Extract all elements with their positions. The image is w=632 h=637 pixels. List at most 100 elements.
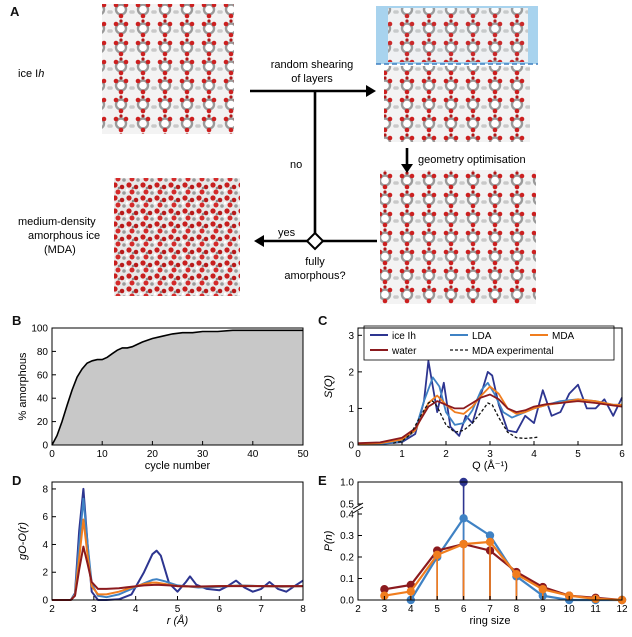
panel-label-c: C (318, 313, 328, 328)
y-tick-label: 0.3 (340, 531, 354, 542)
data-point (459, 539, 468, 549)
legend-label: MDA experimental (472, 346, 554, 357)
label-mda-3: (MDA) (44, 244, 76, 256)
chart-e-ring-statistics: 2 3 4 5 6 7 8 9 10 11 12 0.0 0.1 0.2 0.3 0.40.5 1.0 ring … (323, 478, 628, 628)
legend-label: water (391, 346, 417, 357)
x-tick-label: 50 (297, 449, 309, 460)
sheared-top-layers (388, 8, 528, 62)
data-point (380, 591, 389, 600)
x-tick-label: 8 (300, 604, 306, 615)
arrowheads (254, 85, 413, 247)
y-tick-label: 8 (42, 484, 48, 495)
label-mda-2: amorphous ice (28, 230, 100, 242)
data-point (538, 585, 547, 594)
y-tick-label: 2 (348, 367, 354, 378)
axis-break-mark (352, 502, 364, 510)
x-axis-label: r (Å) (167, 614, 189, 627)
legend-label: MDA (552, 331, 575, 342)
y-tick-label: 1 (348, 404, 354, 415)
label-ice-ih: ice Ih (18, 68, 44, 80)
x-tick-label: 4 (133, 604, 139, 615)
x-tick-label: 7 (487, 604, 493, 615)
label-shear-2: of layers (291, 73, 333, 85)
series-line-mda (384, 540, 623, 602)
x-tick-label: 1 (399, 449, 405, 460)
data-point (485, 537, 495, 547)
y-tick-label: 0.1 (340, 574, 354, 585)
optimised-structure (380, 170, 536, 304)
x-tick-label: 6 (461, 604, 467, 615)
panel-a-schematic: ice Ih random shearing of layers geometr… (18, 4, 538, 304)
x-tick-label: 4 (531, 449, 537, 460)
x-tick-label: 10 (564, 604, 576, 615)
x-tick-label: 3 (487, 449, 493, 460)
y-tick-label: 0.4 (340, 510, 354, 521)
x-tick-label: 2 (355, 604, 361, 615)
y-tick-label: 2 (42, 568, 48, 579)
x-tick-label: 6 (619, 449, 625, 460)
x-axis-label: cycle number (145, 460, 211, 472)
y-tick-label: 4 (42, 540, 48, 551)
label-decision-1: fully (305, 256, 325, 268)
series-line-lda (357, 376, 622, 446)
y-tick-label: 3 (348, 331, 354, 342)
y-tick-label: 0.0 (340, 596, 354, 607)
x-tick-label: 11 (590, 604, 601, 615)
chart-b-percent-amorphous: 0 10 20 30 40 50 0 20 40 60 80 100 cycle number % amo… (17, 324, 309, 473)
x-axis-label: Q (Å⁻¹) (472, 459, 508, 472)
label-decision-2: amorphous? (284, 270, 345, 282)
process-arrows (250, 89, 409, 243)
data-point (485, 531, 495, 540)
series-line-water (52, 545, 303, 601)
legend-label: LDA (472, 331, 492, 342)
y-tick-label: 0 (348, 441, 354, 452)
label-mda-1: medium-density (18, 216, 96, 228)
ice-ih-structure (102, 4, 234, 134)
data-point (565, 591, 574, 600)
x-tick-label: 7 (258, 604, 264, 615)
label-no: no (290, 159, 302, 171)
y-tick-label: 40 (37, 394, 49, 405)
legend-label: ice Ih (392, 331, 416, 342)
y-tick-label: 80 (37, 347, 49, 358)
data-point (512, 570, 521, 579)
x-tick-label: 30 (197, 449, 209, 460)
y-axis-label: gO-O(r) (17, 522, 29, 560)
y-tick-label: 6 (42, 512, 48, 523)
panel-label-e: E (318, 473, 327, 488)
x-tick-label: 40 (247, 449, 259, 460)
x-tick-label: 8 (514, 604, 520, 615)
label-yes: yes (278, 227, 296, 239)
mda-structure (114, 178, 240, 296)
y-axis-label: % amorphous (17, 352, 29, 420)
x-tick-label: 3 (382, 604, 388, 615)
series-line-water (384, 542, 623, 602)
data-point (433, 550, 442, 560)
x-tick-label: 0 (49, 449, 55, 460)
data-point (380, 585, 389, 594)
plot-frame (51, 481, 304, 601)
axis-break-mark (352, 506, 364, 514)
x-tick-label: 20 (147, 449, 159, 460)
series-line-ice-ih (52, 487, 304, 601)
y-tick-label: 0.2 (340, 553, 354, 564)
x-tick-label: 12 (616, 604, 628, 615)
x-tick-label: 2 (443, 449, 449, 460)
y-axis-label: P(n) (323, 530, 335, 551)
x-tick-label: 4 (408, 604, 414, 615)
y-tick-label: 60 (37, 370, 49, 381)
y-tick-label: 0.5 (340, 500, 354, 511)
x-tick-label: 3 (91, 604, 97, 615)
label-geometry-opt: geometry optimisation (418, 154, 526, 166)
sheared-ice-structure (384, 66, 530, 142)
legend-box (363, 325, 615, 361)
panel-label-b: B (12, 313, 22, 328)
panel-label-d: D (12, 473, 22, 488)
panel-label-a: A (10, 4, 20, 19)
x-tick-label: 5 (575, 449, 581, 460)
x-tick-label: 0 (355, 449, 361, 460)
x-axis-label: ring size (470, 615, 511, 627)
x-tick-label: 6 (217, 604, 223, 615)
y-tick-label: 20 (37, 417, 49, 428)
